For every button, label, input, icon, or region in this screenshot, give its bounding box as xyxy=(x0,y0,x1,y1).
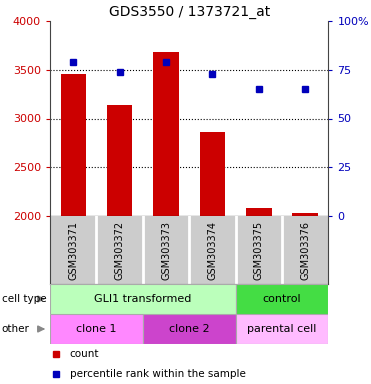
Bar xyxy=(236,284,328,314)
Text: GLI1 transformed: GLI1 transformed xyxy=(94,294,191,304)
Bar xyxy=(50,284,236,314)
Text: clone 1: clone 1 xyxy=(76,324,117,334)
Text: clone 2: clone 2 xyxy=(169,324,210,334)
Text: other: other xyxy=(2,324,30,334)
Text: percentile rank within the sample: percentile rank within the sample xyxy=(70,369,246,379)
Bar xyxy=(246,208,272,216)
Text: GSM303371: GSM303371 xyxy=(68,220,78,280)
Text: GSM303373: GSM303373 xyxy=(161,220,171,280)
Text: control: control xyxy=(263,294,301,304)
Bar xyxy=(236,314,328,344)
Bar xyxy=(143,314,236,344)
Text: parental cell: parental cell xyxy=(247,324,316,334)
Bar xyxy=(292,213,318,216)
Text: GSM303375: GSM303375 xyxy=(254,220,264,280)
Bar xyxy=(60,74,86,216)
Bar xyxy=(153,52,179,216)
Text: GSM303372: GSM303372 xyxy=(115,220,125,280)
Text: GSM303374: GSM303374 xyxy=(207,220,217,280)
Bar xyxy=(50,314,143,344)
Text: GSM303376: GSM303376 xyxy=(300,220,310,280)
Bar xyxy=(107,105,132,216)
Bar xyxy=(200,132,225,216)
Text: cell type: cell type xyxy=(2,294,46,304)
Text: count: count xyxy=(70,349,99,359)
Title: GDS3550 / 1373721_at: GDS3550 / 1373721_at xyxy=(109,5,270,18)
